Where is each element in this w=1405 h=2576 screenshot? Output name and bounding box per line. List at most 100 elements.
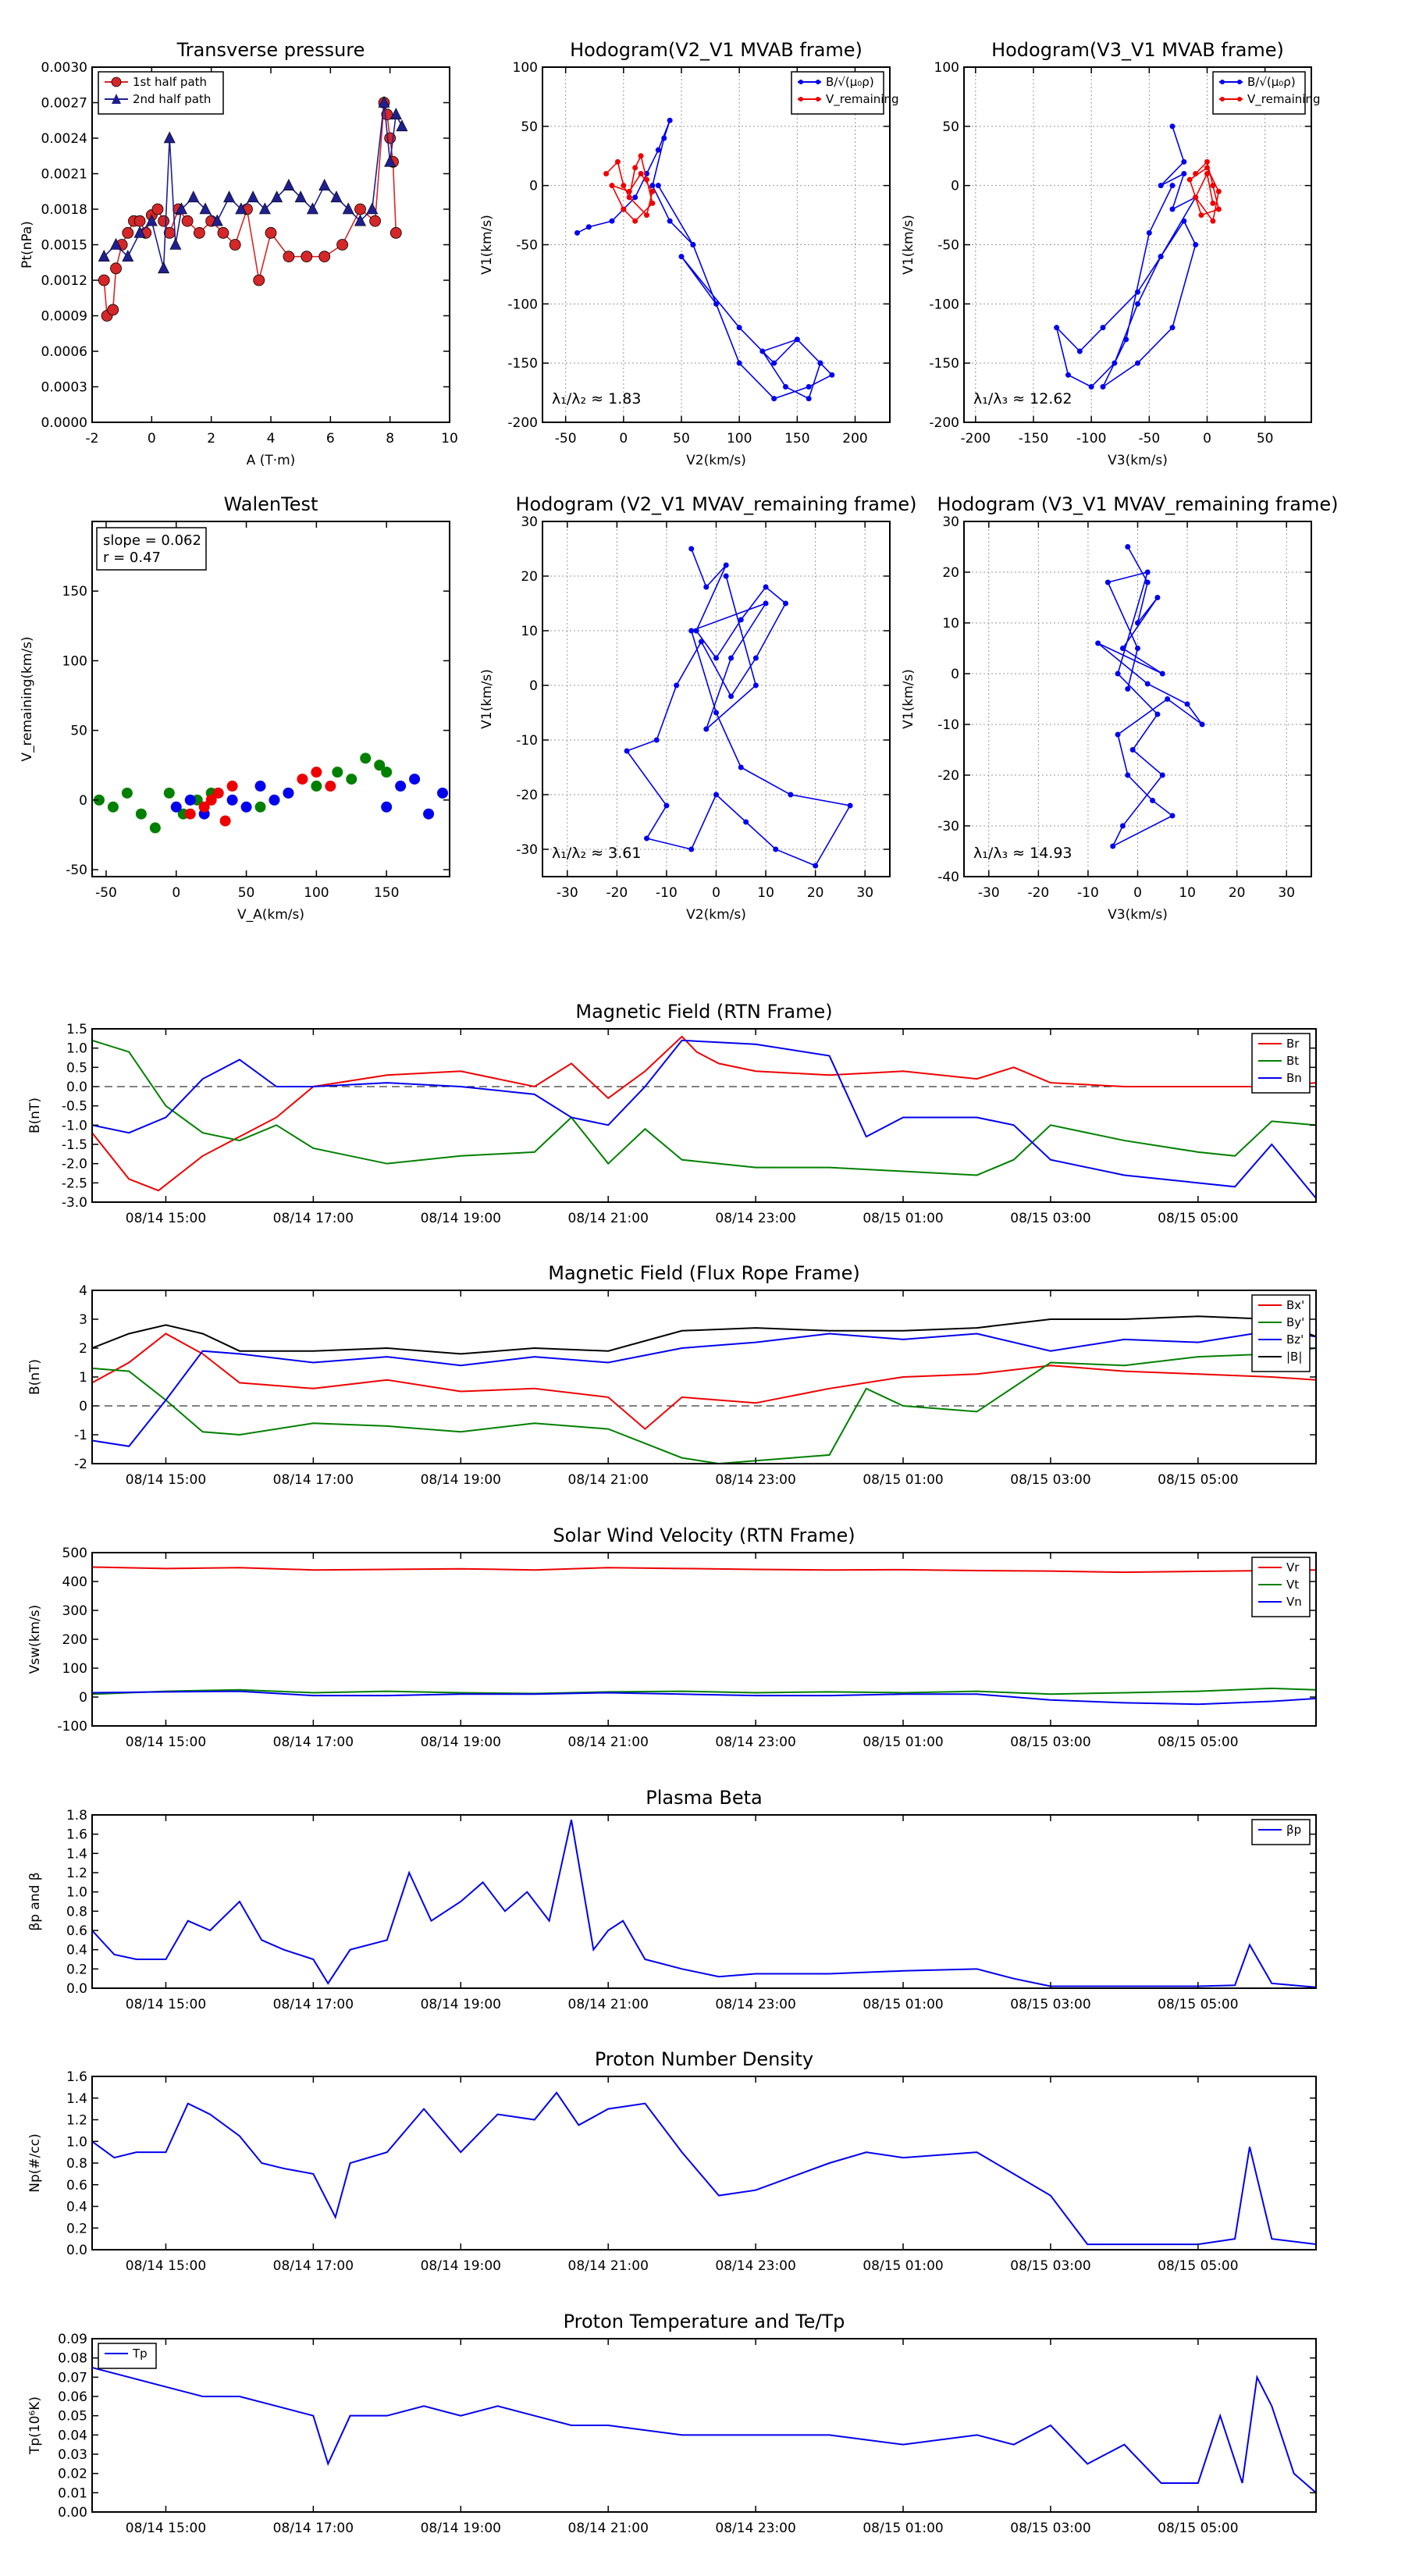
y-tick-label: -40 [937, 870, 959, 885]
data-point [1169, 206, 1176, 212]
data-point [713, 792, 719, 798]
y-tick-label: 500 [62, 1546, 87, 1561]
y-tick-label: -30 [516, 842, 538, 858]
x-tick-label: 08/15 01:00 [863, 1211, 943, 1226]
y-tick-label: -30 [937, 819, 959, 834]
data-point [847, 802, 853, 809]
x-tick-label: 08/14 21:00 [568, 1735, 649, 1750]
chart-vsw: 08/14 15:00 08/14 17:00 08/14 19:00 08/14 2… [27, 1525, 1317, 1750]
x-tick-label: 6 [326, 431, 335, 447]
y-tick-label: 0.0021 [41, 167, 87, 183]
x-tick-label: 08/15 03:00 [1010, 2258, 1090, 2274]
data-point [1169, 123, 1176, 130]
x-tick-label: 20 [1229, 885, 1246, 901]
x-tick-label: 4 [267, 431, 276, 447]
data-point [409, 774, 421, 785]
data-point [271, 190, 283, 203]
data-point [574, 229, 580, 236]
data-point [1150, 798, 1156, 803]
x-tick-label: 08/14 21:00 [568, 2521, 649, 2536]
chart-title: WalenTest [224, 493, 318, 515]
y-tick-label: 100 [513, 60, 538, 76]
y-tick-label: 300 [62, 1603, 87, 1619]
data-point [1193, 171, 1199, 176]
x-tick-label: 100 [304, 885, 329, 901]
x-tick-label: -200 [961, 431, 991, 447]
y-tick-label: 30 [521, 514, 538, 530]
data-point [1095, 640, 1101, 646]
data-point [283, 251, 295, 263]
plot-area [92, 2367, 1316, 2494]
y-tick-label: 0 [529, 179, 538, 194]
chart-title: Hodogram (V2_V1 MVAV_remaining frame) [515, 493, 916, 515]
x-tick-label: 2 [207, 431, 215, 447]
y-axis-label: V1(km/s) [901, 215, 916, 275]
data-point [644, 212, 649, 219]
data-point [1181, 171, 1187, 176]
y-tick-label: -0.5 [62, 1099, 87, 1115]
y-tick-label: 0 [951, 179, 959, 194]
x-tick-label: 08/14 21:00 [568, 1472, 649, 1488]
y-tick-label: -2.5 [62, 1176, 87, 1191]
series-line-0 [1055, 126, 1197, 389]
x-tick-label: 08/15 05:00 [1158, 2258, 1238, 2274]
data-point [1065, 372, 1071, 378]
data-point [354, 203, 366, 215]
data-point [663, 802, 670, 809]
data-point [1210, 218, 1216, 224]
y-tick-label: 200 [62, 1632, 87, 1648]
data-point [235, 202, 247, 215]
x-tick-label: 08/14 15:00 [126, 1472, 206, 1488]
x-axis-label: V2(km/s) [686, 907, 746, 923]
y-tick-label: 30 [942, 514, 959, 530]
x-tick-label: 08/14 19:00 [421, 1735, 501, 1750]
y-tick-label: -10 [937, 717, 959, 733]
y-tick-label: 0.00 [58, 2505, 87, 2521]
data-point [1125, 772, 1131, 778]
y-tick-label: -100 [507, 297, 538, 312]
data-point [738, 617, 744, 623]
y-tick-label: 50 [942, 119, 959, 135]
data-point [389, 226, 402, 239]
x-tick-label: 08/14 19:00 [421, 1472, 501, 1488]
y-tick-label: 100 [62, 1661, 87, 1677]
data-point [829, 372, 835, 378]
data-point [226, 794, 238, 806]
data-point [626, 194, 632, 201]
y-tick-label: -2 [74, 1457, 87, 1472]
data-point [240, 801, 252, 813]
data-point [698, 639, 704, 645]
data-point [346, 774, 357, 785]
data-point [294, 190, 307, 203]
data-point [107, 304, 119, 316]
data-point [713, 301, 719, 307]
data-point [121, 787, 133, 799]
data-point [1159, 671, 1165, 677]
y-tick-label: 10 [942, 616, 959, 632]
data-point [1135, 646, 1140, 651]
legend-label: By' [1286, 1315, 1304, 1329]
data-point [621, 183, 627, 189]
data-point [211, 214, 223, 226]
series-line-1 [606, 154, 653, 222]
data-point [794, 336, 800, 343]
y-tick-label: 0.0000 [41, 415, 87, 431]
x-axis-label: V3(km/s) [1108, 907, 1168, 923]
y-tick-label: 0.09 [58, 2332, 87, 2347]
data-point [1144, 681, 1151, 687]
data-point [229, 239, 241, 251]
data-point [342, 202, 354, 215]
data-point [332, 767, 343, 778]
data-point [817, 360, 823, 366]
x-tick-label: -20 [606, 885, 628, 901]
data-point [1210, 200, 1216, 206]
data-point [1169, 183, 1176, 189]
y-tick-label: 0.0 [66, 1080, 87, 1095]
chart-bfield: 08/14 15:00 08/14 17:00 08/14 19:00 08/14 2… [27, 1001, 1317, 1226]
series-line-2 [92, 1329, 1316, 1447]
legend-marker [111, 76, 122, 87]
y-axis-label: V1(km/s) [901, 669, 916, 729]
y-tick-label: 0.04 [58, 2428, 87, 2443]
data-point [223, 190, 236, 203]
series-line-0 [92, 1035, 1316, 1192]
